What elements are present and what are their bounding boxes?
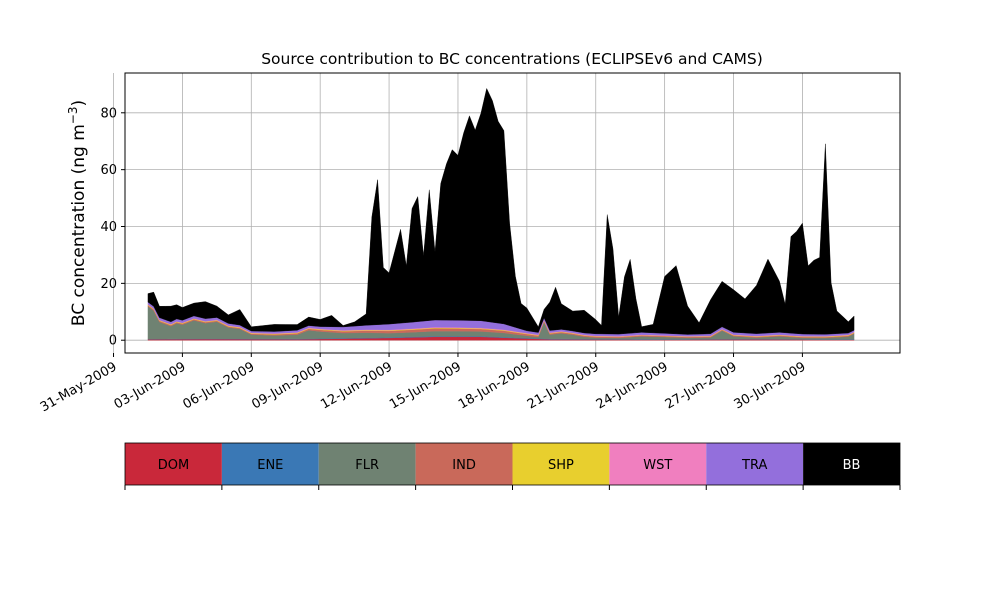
legend-label-tra: TRA <box>741 458 767 473</box>
y-tick-label: 0 <box>109 334 117 349</box>
stacked-areas <box>147 87 855 341</box>
legend-swatch-shp <box>512 443 610 485</box>
legend-label-ind: IND <box>452 458 476 473</box>
legend-label-shp: SHP <box>548 458 574 473</box>
y-tick-label: 40 <box>100 220 117 235</box>
y-axis-label: BC concentration (ng m−3) <box>66 100 89 326</box>
chart-title: Source contribution to BC concentrations… <box>261 50 763 68</box>
legend-swatch-bb <box>803 443 900 485</box>
y-tick-label: 60 <box>100 163 117 178</box>
legend-label-wst: WST <box>643 458 672 473</box>
legend-swatch-dom <box>125 443 222 485</box>
legend-swatch-ind <box>415 443 513 485</box>
legend-swatch-wst <box>609 443 707 485</box>
legend-label-bb: BB <box>843 458 861 473</box>
y-tick-label: 80 <box>100 106 117 121</box>
legend-swatch-flr <box>318 443 416 485</box>
legend-label-ene: ENE <box>257 458 283 473</box>
legend-swatch-ene <box>221 443 319 485</box>
legend-label-dom: DOM <box>158 458 189 473</box>
legend-label-flr: FLR <box>355 458 379 473</box>
y-axis-ticks: 0 20 40 60 80 <box>100 106 125 349</box>
legend-swatch-tra <box>706 443 804 485</box>
plot-frame <box>124 72 901 354</box>
y-tick-label: 20 <box>100 277 117 292</box>
legend-colorbar: DOM ENE FLR IND SHP WST TRA BB <box>124 442 901 490</box>
area-bb <box>147 87 855 335</box>
